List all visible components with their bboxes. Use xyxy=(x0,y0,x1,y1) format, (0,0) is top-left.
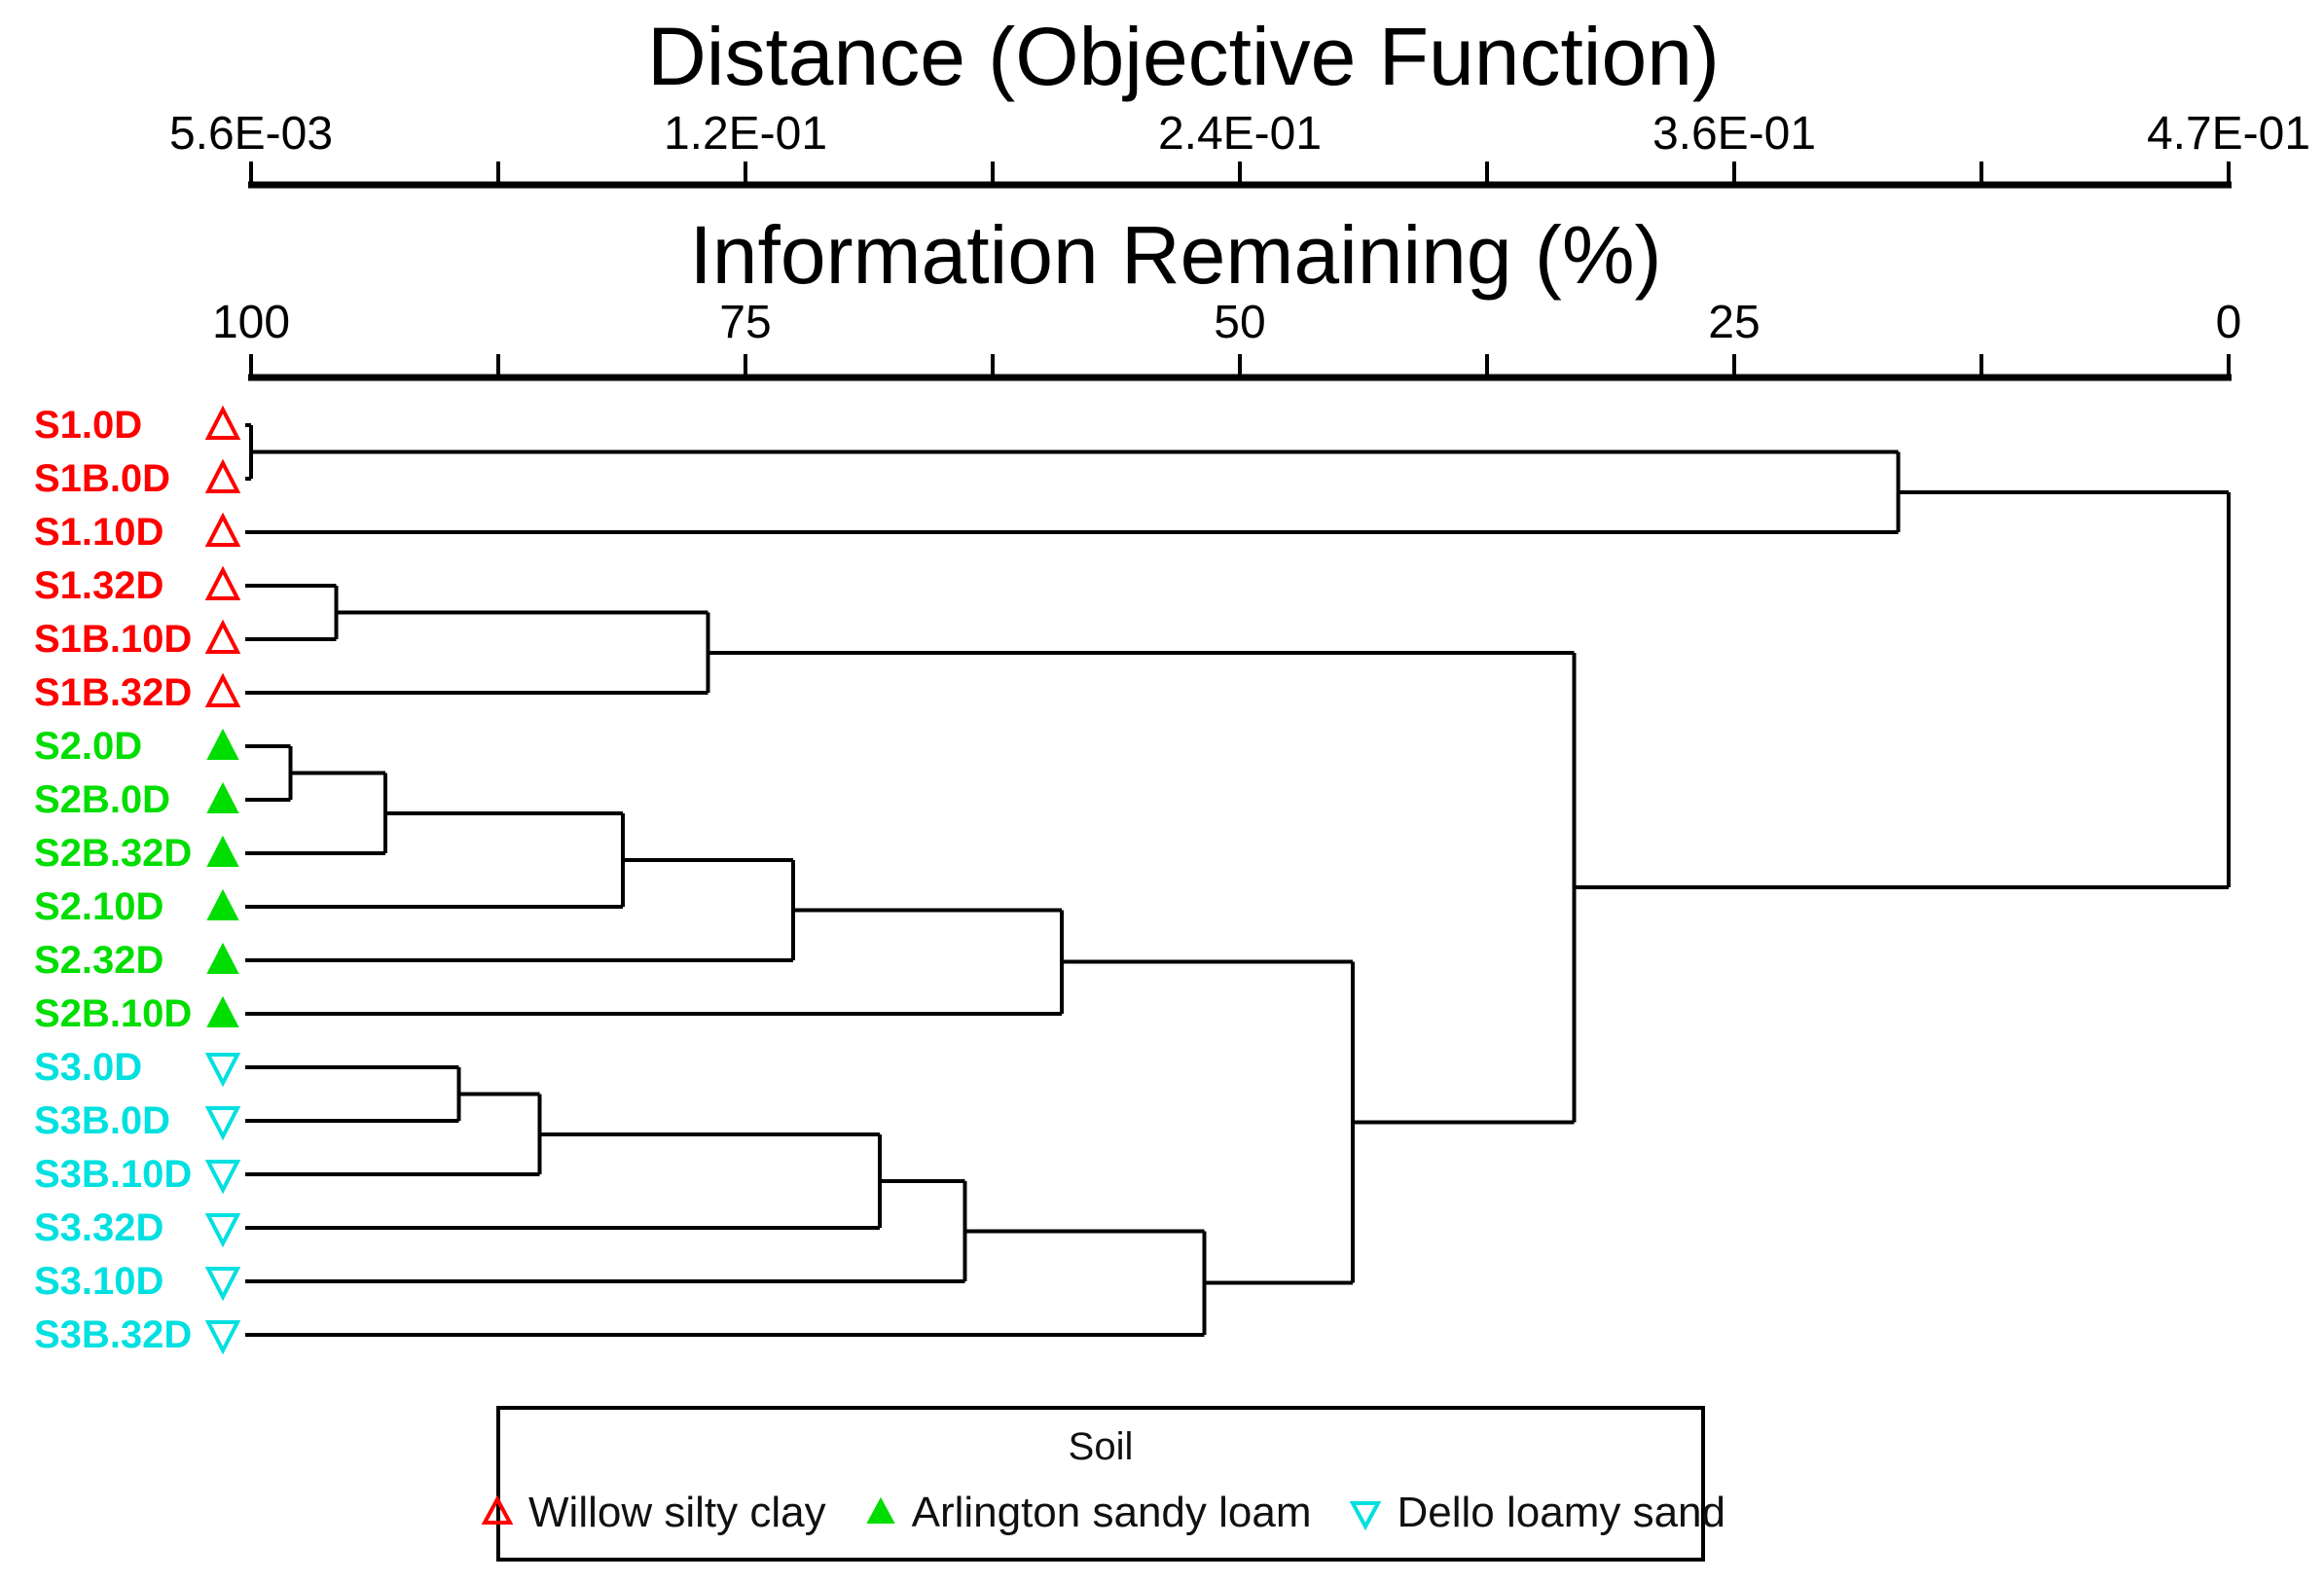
distance-tick-label: 2.4E-01 xyxy=(1157,108,1323,160)
legend-item-1: Willow silty clay xyxy=(476,1490,826,1536)
legend-title: Soil xyxy=(1068,1425,1134,1468)
leaf-label-S2.0D: S2.0D xyxy=(34,725,143,768)
legend-item-2: Arlington sandy loam xyxy=(859,1489,1312,1536)
legend-items: Willow silty clay Arlington sandy loam Del… xyxy=(481,1489,1725,1536)
leaf-marker-S3.0D xyxy=(204,1053,241,1088)
leaf-marker-S2B.10D xyxy=(206,995,239,1027)
leaf-label-S1.32D: S1.32D xyxy=(34,564,164,607)
legend-item-3: Dello loamy sand xyxy=(1344,1490,1725,1536)
legend-item-label: Dello loamy sand xyxy=(1397,1489,1725,1536)
leaf-marker-S2B.32D xyxy=(206,835,239,867)
leaf-label-S3.0D: S3.0D xyxy=(34,1046,143,1089)
information-axis-title: Information Remaining (%) xyxy=(689,209,1662,301)
information-tick-label: 75 xyxy=(719,297,772,348)
leaf-marker-S2B.0D xyxy=(206,781,239,813)
leaf-label-S2B.10D: S2B.10D xyxy=(34,992,193,1035)
distance-tick-label: 4.7E-01 xyxy=(2146,108,2311,160)
legend-item-label: Willow silty clay xyxy=(528,1489,826,1536)
leaf-label-S2B.32D: S2B.32D xyxy=(34,832,193,875)
distance-tick-label: 1.2E-01 xyxy=(663,108,828,160)
leaf-marker-S3B.10D xyxy=(204,1160,241,1195)
distance-axis-title: Distance (Objective Function) xyxy=(647,11,1720,102)
leaf-marker-S3.10D xyxy=(204,1267,241,1302)
leaf-label-S3.32D: S3.32D xyxy=(34,1206,164,1249)
information-tick-label: 0 xyxy=(2215,297,2242,348)
leaf-marker-S3B.0D xyxy=(204,1106,241,1141)
leaf-marker-S2.10D xyxy=(206,888,239,920)
triangle-up-open-icon xyxy=(481,1494,514,1525)
leaf-label-S1B.10D: S1B.10D xyxy=(34,618,193,661)
leaf-label-S3B.0D: S3B.0D xyxy=(34,1099,171,1142)
leaf-marker-S3B.32D xyxy=(204,1320,241,1355)
leaf-marker-S1.10D xyxy=(204,512,241,547)
distance-tick-label: 5.6E-03 xyxy=(168,108,334,160)
leaf-marker-S1B.0D xyxy=(204,458,241,493)
leaf-label-S2.32D: S2.32D xyxy=(34,939,164,982)
leaf-marker-S1.0D xyxy=(204,405,241,440)
legend-item-label: Arlington sandy loam xyxy=(911,1489,1312,1536)
legend-box: Soil Willow silty clay Arlington sandy lo… xyxy=(481,1406,1725,1562)
leaf-marker-S2.32D xyxy=(206,942,239,974)
leaf-marker-S1B.10D xyxy=(204,619,241,654)
leaf-marker-S2.0D xyxy=(206,728,239,760)
leaf-label-S1B.0D: S1B.0D xyxy=(34,457,171,500)
information-tick-label: 100 xyxy=(211,297,291,348)
leaf-label-S3B.10D: S3B.10D xyxy=(34,1153,193,1196)
distance-tick-label: 3.6E-01 xyxy=(1652,108,1817,160)
triangle-down-open-icon xyxy=(1350,1501,1382,1531)
leaf-label-S2.10D: S2.10D xyxy=(34,885,164,928)
leaf-marker-S3.32D xyxy=(204,1213,241,1248)
leaf-label-S2B.0D: S2B.0D xyxy=(34,778,171,821)
leaf-marker-S1B.32D xyxy=(204,672,241,707)
leaf-label-S1.0D: S1.0D xyxy=(34,404,143,447)
leaf-label-S1B.32D: S1B.32D xyxy=(34,671,193,714)
leaf-marker-S1.32D xyxy=(204,565,241,600)
leaf-label-S1.10D: S1.10D xyxy=(34,511,164,554)
information-tick-label: 50 xyxy=(1214,297,1266,348)
leaf-label-S3B.32D: S3B.32D xyxy=(34,1313,193,1356)
leaf-label-S3.10D: S3.10D xyxy=(34,1260,164,1303)
information-tick-label: 25 xyxy=(1708,297,1761,348)
triangle-up-filled-icon xyxy=(865,1496,895,1524)
